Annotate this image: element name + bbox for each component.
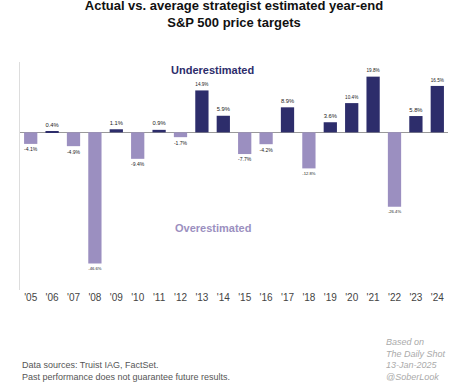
svg-text:Actual vs. average strategist: Actual vs. average strategist estimated …: [85, 0, 383, 30]
svg-text:-4.1%: -4.1%: [24, 146, 38, 152]
svg-text:'20: '20: [345, 292, 358, 303]
svg-text:'14: '14: [217, 292, 230, 303]
svg-text:'07: '07: [67, 292, 80, 303]
svg-text:'16: '16: [260, 292, 273, 303]
svg-text:'12: '12: [174, 292, 187, 303]
svg-text:-4.9%: -4.9%: [67, 149, 81, 155]
svg-text:-46.6%: -46.6%: [88, 266, 102, 271]
svg-text:'24: '24: [431, 292, 444, 303]
svg-text:'22: '22: [388, 292, 401, 303]
svg-text:8.9%: 8.9%: [281, 98, 294, 104]
svg-text:Data sources: Truist IAG, Fact: Data sources: Truist IAG, FactSet.Past p…: [22, 360, 230, 382]
svg-text:5.9%: 5.9%: [217, 106, 230, 112]
svg-text:16.5%: 16.5%: [431, 78, 444, 83]
svg-text:'11: '11: [153, 292, 166, 303]
svg-text:'09: '09: [110, 292, 123, 303]
svg-text:'23: '23: [409, 292, 422, 303]
svg-text:'21: '21: [367, 292, 380, 303]
svg-text:'08: '08: [88, 292, 101, 303]
svg-text:-12.8%: -12.8%: [302, 171, 316, 176]
svg-text:5.8%: 5.8%: [409, 107, 422, 113]
svg-text:'17: '17: [281, 292, 294, 303]
svg-text:Underestimated: Underestimated: [171, 64, 254, 76]
svg-text:'15: '15: [238, 292, 251, 303]
svg-text:-26.4%: -26.4%: [388, 209, 402, 214]
svg-text:14.9%: 14.9%: [195, 82, 208, 87]
svg-text:-4.2%: -4.2%: [259, 147, 273, 153]
svg-text:0.9%: 0.9%: [152, 120, 165, 126]
svg-text:19.8%: 19.8%: [366, 68, 379, 73]
svg-text:10.4%: 10.4%: [345, 95, 358, 100]
svg-text:'06: '06: [46, 292, 59, 303]
svg-text:0.4%: 0.4%: [45, 122, 58, 128]
svg-text:1.1%: 1.1%: [110, 120, 123, 126]
svg-text:'18: '18: [302, 292, 315, 303]
svg-text:'10: '10: [131, 292, 144, 303]
svg-text:'13: '13: [195, 292, 208, 303]
svg-text:-1.7%: -1.7%: [174, 140, 188, 146]
svg-text:'05: '05: [24, 292, 37, 303]
svg-text:'19: '19: [324, 292, 337, 303]
svg-text:Based onThe Daily Shot13-Jan-2: Based onThe Daily Shot13-Jan-2025@SoberL…: [386, 337, 446, 382]
svg-text:3.6%: 3.6%: [324, 113, 337, 119]
svg-text:-7.7%: -7.7%: [238, 156, 252, 162]
svg-text:-9.4%: -9.4%: [131, 161, 145, 167]
svg-text:Overestimated: Overestimated: [175, 222, 251, 234]
